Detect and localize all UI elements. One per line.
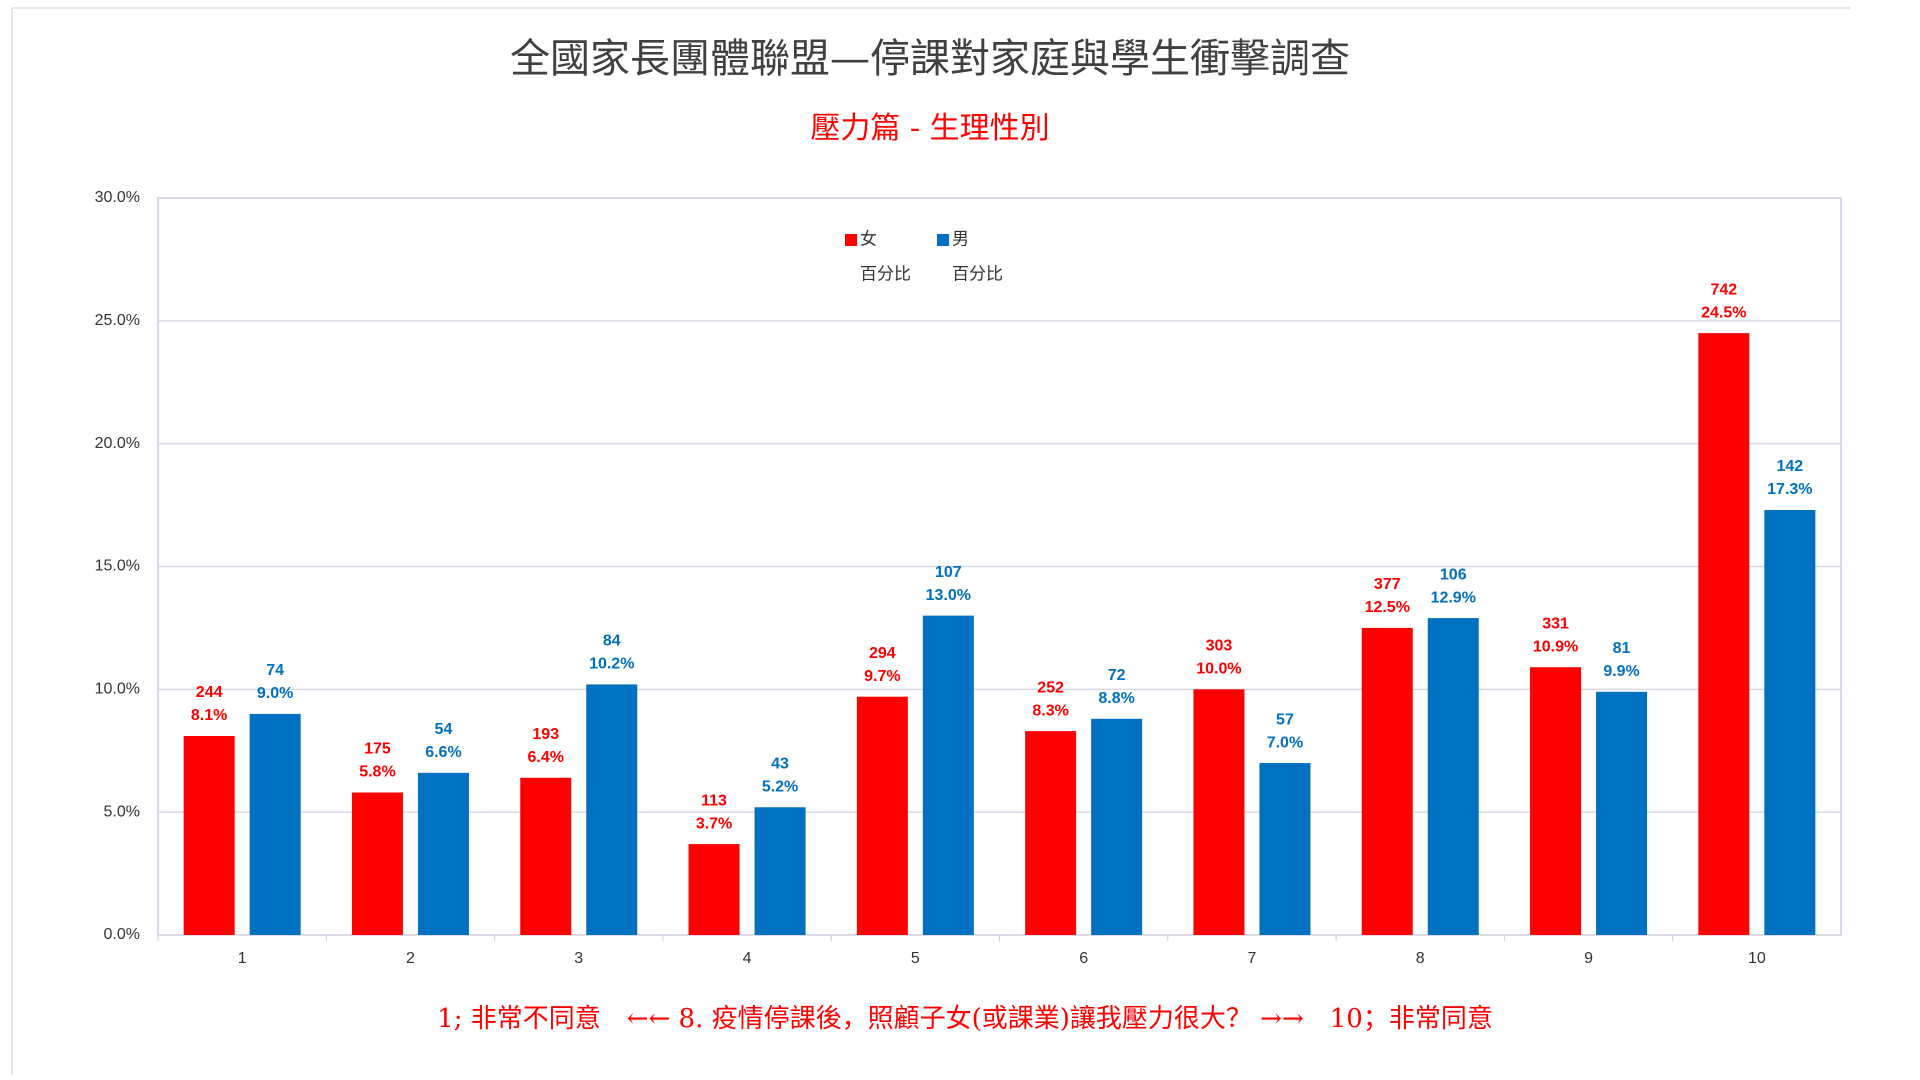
bar [754,807,806,935]
x-tick-label: 9 [1584,950,1593,967]
count-label: 81 [1613,640,1631,657]
count-label: 107 [935,564,962,581]
count-label: 377 [1374,576,1401,593]
data-label: 24.5% [1701,304,1746,321]
x-tick-label: 6 [1079,950,1088,967]
bar [586,684,638,935]
data-label: 6.4% [528,749,564,766]
data-label: 9.7% [864,668,900,685]
bar [183,736,235,935]
count-label: 106 [1440,566,1467,583]
bar [1530,667,1582,935]
data-label: 5.8% [359,764,395,781]
y-tick-label: 15.0% [95,558,140,575]
count-label: 175 [364,741,391,758]
count-label: 84 [603,633,621,650]
y-tick-label: 5.0% [104,803,140,820]
y-tick-label: 30.0% [95,189,140,206]
y-tick-label: 20.0% [95,435,140,452]
bar [856,696,908,935]
bar [1259,763,1311,935]
data-label: 10.0% [1196,661,1241,678]
x-tick-label: 1 [238,950,247,967]
data-label: 8.8% [1098,690,1134,707]
chart-subtitle: 壓力篇 - 生理性別 [810,111,1049,146]
data-label: 5.2% [762,778,798,795]
bar [1764,509,1816,935]
data-label: 7.0% [1267,734,1303,751]
data-label: 9.0% [257,685,293,702]
count-label: 54 [435,721,453,738]
bar [1193,689,1245,935]
data-label: 3.7% [696,815,732,832]
bar [1025,731,1077,935]
count-label: 142 [1776,458,1803,475]
count-label: 72 [1108,667,1126,684]
count-label: 294 [869,645,896,662]
y-tick-label: 0.0% [104,926,140,943]
bar [417,772,469,935]
y-tick-label: 25.0% [95,312,140,329]
bar [922,615,974,935]
count-label: 43 [771,755,789,772]
count-label: 303 [1206,638,1233,655]
y-tick-label: 10.0% [95,681,140,698]
bar [1698,333,1750,935]
data-label: 17.3% [1767,481,1812,498]
data-label: 12.5% [1365,599,1410,616]
bar [1361,627,1413,935]
data-label: 10.2% [589,656,634,673]
x-tick-label: 8 [1416,950,1425,967]
legend-label-note: 百分比 [860,264,911,283]
data-label: 12.9% [1431,589,1476,606]
bar [688,844,740,935]
count-label: 252 [1037,679,1064,696]
legend-swatch [937,234,949,246]
x-tick-label: 2 [406,950,415,967]
count-label: 113 [701,792,727,809]
legend-label: 男 [952,229,969,248]
count-label: 193 [532,726,559,743]
count-label: 57 [1276,711,1294,728]
legend-swatch [845,234,857,246]
data-label: 8.1% [191,707,227,724]
x-tick-label: 3 [574,950,583,967]
count-label: 331 [1542,615,1569,632]
count-label: 742 [1710,281,1737,298]
bar [1427,618,1479,935]
chart-title: 全國家長團體聯盟—停課對家庭與學生衝擊調查 [510,36,1350,82]
x-tick-label: 5 [911,950,920,967]
legend-label-note: 百分比 [952,264,1003,283]
count-label: 74 [266,662,284,679]
legend-label: 女 [860,229,877,248]
data-label: 6.6% [425,744,461,761]
count-label: 244 [196,684,223,701]
x-tick-label: 4 [743,950,752,967]
bar [1596,691,1648,935]
data-label: 13.0% [926,587,971,604]
bar [249,713,301,935]
annotation: 1; 非常不同意 ←← 8. 疫情停課後，照顧子女(或課業)讓我壓力很大？ →→… [437,1004,1493,1034]
x-tick-label: 7 [1247,950,1256,967]
bar [520,777,572,935]
data-label: 9.9% [1603,663,1639,680]
bar [351,792,403,935]
data-label: 10.9% [1533,638,1578,655]
x-tick-label: 10 [1748,950,1766,967]
bar [1091,718,1143,935]
data-label: 8.3% [1032,702,1068,719]
